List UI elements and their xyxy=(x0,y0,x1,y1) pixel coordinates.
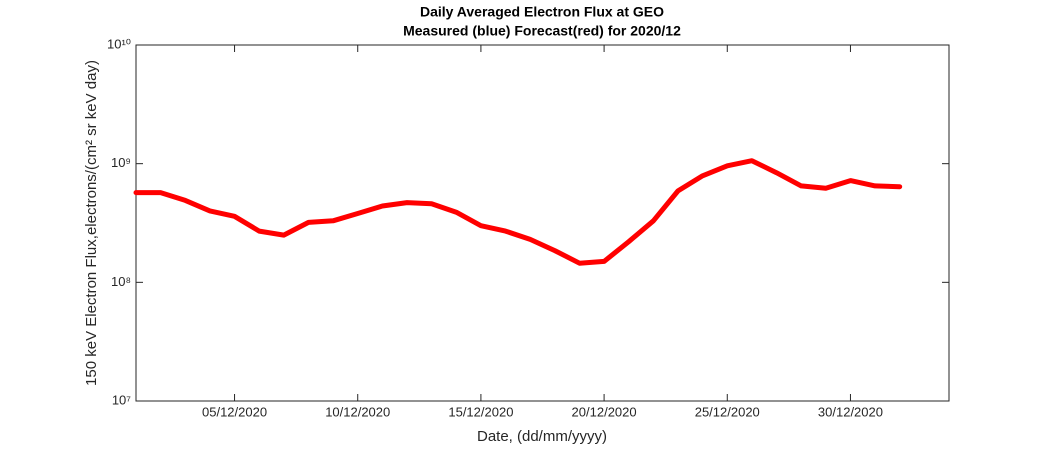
y-tick-label: 10¹⁰ xyxy=(107,36,131,51)
chart-title: Daily Averaged Electron Flux at GEO xyxy=(420,4,664,20)
plot-frame xyxy=(135,44,950,402)
y-tick-label: 10⁸ xyxy=(111,274,131,289)
y-tick-label: 10⁹ xyxy=(111,155,131,170)
x-tick-label: 15/12/2020 xyxy=(448,404,513,419)
x-tick-label: 10/12/2020 xyxy=(325,404,390,419)
x-axis-label: Date, (dd/mm/yyyy) xyxy=(477,428,607,445)
x-tick-label: 20/12/2020 xyxy=(572,404,637,419)
data-line xyxy=(133,158,903,266)
x-tick-label: 25/12/2020 xyxy=(695,404,760,419)
y-axis-label: 150 keV Electron Flux,electrons/(cm² sr … xyxy=(83,60,100,386)
x-tick-label: 30/12/2020 xyxy=(818,404,883,419)
x-tick-label: 05/12/2020 xyxy=(202,404,267,419)
chart-subtitle: Measured (blue) Forecast(red) for 2020/1… xyxy=(403,23,681,39)
y-tick-label: 10⁷ xyxy=(112,392,131,407)
